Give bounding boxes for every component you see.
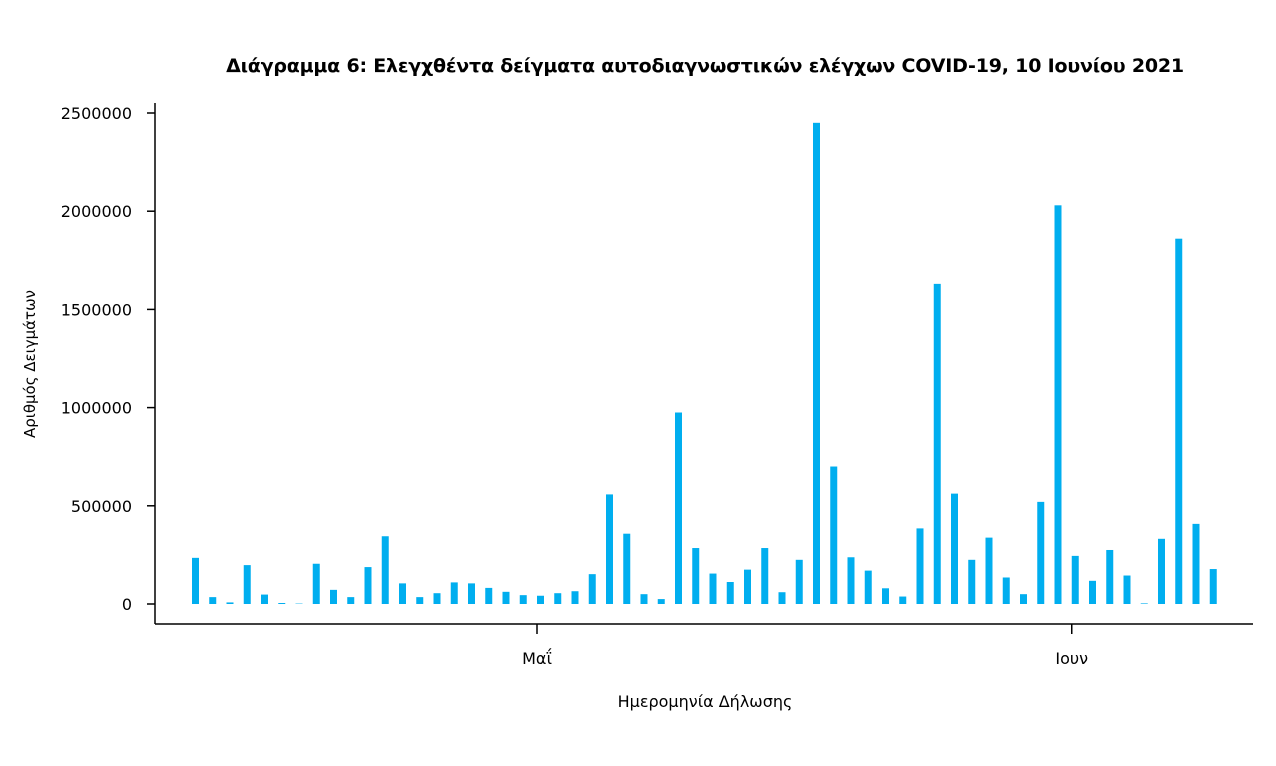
bar bbox=[554, 593, 562, 604]
bar bbox=[951, 493, 958, 604]
bar bbox=[485, 587, 493, 604]
bar bbox=[1002, 577, 1010, 604]
bar bbox=[519, 595, 527, 604]
x-ticks-group: Μαΐ Ιουν bbox=[522, 624, 1088, 668]
y-tick-label: 1500000 bbox=[61, 300, 132, 319]
bar bbox=[830, 466, 838, 604]
y-tick-label: 0 bbox=[122, 595, 132, 614]
bar bbox=[623, 533, 631, 604]
bar bbox=[571, 591, 579, 604]
bar bbox=[1175, 238, 1183, 604]
bar bbox=[1209, 569, 1217, 604]
bar bbox=[364, 567, 372, 604]
bar bbox=[381, 536, 389, 604]
bar bbox=[1020, 594, 1027, 604]
bar bbox=[416, 597, 424, 604]
bar bbox=[1192, 523, 1200, 604]
bar bbox=[1071, 555, 1079, 604]
bar bbox=[726, 582, 734, 604]
bar bbox=[709, 573, 717, 604]
bar bbox=[502, 591, 510, 604]
bar bbox=[778, 592, 786, 604]
bars-group bbox=[192, 122, 1217, 604]
bar bbox=[813, 122, 820, 604]
bar bbox=[761, 548, 769, 604]
y-tick-label: 2000000 bbox=[61, 202, 132, 221]
bar bbox=[261, 594, 268, 604]
bar bbox=[450, 582, 458, 604]
bar bbox=[657, 599, 665, 604]
y-tick-label: 2500000 bbox=[61, 104, 132, 123]
bar bbox=[1054, 205, 1062, 604]
bar bbox=[864, 570, 872, 604]
bar bbox=[899, 596, 907, 604]
bar bbox=[209, 597, 217, 604]
bar bbox=[1140, 603, 1148, 604]
bar bbox=[1158, 538, 1165, 604]
bar bbox=[347, 597, 355, 604]
bar bbox=[1037, 501, 1045, 604]
y-tick-label: 500000 bbox=[71, 497, 132, 516]
bar bbox=[692, 548, 700, 604]
bar bbox=[1106, 549, 1114, 604]
bar bbox=[537, 595, 544, 604]
chart-title: Διάγραμμα 6: Ελεγχθέντα δείγματα αυτοδια… bbox=[226, 55, 1184, 77]
bar bbox=[1089, 580, 1096, 604]
bar bbox=[312, 563, 320, 604]
x-tick-label: Ιουν bbox=[1055, 649, 1088, 668]
bar bbox=[243, 565, 251, 604]
bar bbox=[192, 557, 199, 604]
bar bbox=[933, 283, 941, 604]
y-ticks-group: 0 500000 1000000 1500000 2000000 2500000 bbox=[61, 104, 155, 614]
bar bbox=[882, 588, 889, 604]
bar bbox=[744, 569, 751, 604]
bar bbox=[675, 412, 682, 604]
bar bbox=[968, 559, 976, 604]
bar bbox=[468, 583, 475, 604]
bar bbox=[330, 589, 337, 604]
bar bbox=[1123, 575, 1131, 604]
bar bbox=[847, 557, 855, 604]
bar bbox=[916, 528, 924, 604]
bar bbox=[278, 603, 286, 604]
y-tick-label: 1000000 bbox=[61, 399, 132, 418]
bar bbox=[226, 602, 234, 604]
bar bbox=[606, 494, 613, 604]
bar bbox=[588, 574, 596, 604]
bar bbox=[433, 593, 441, 604]
bar bbox=[795, 559, 803, 604]
bar bbox=[640, 594, 648, 604]
bar bbox=[399, 583, 406, 604]
x-tick-label: Μαΐ bbox=[522, 648, 552, 668]
x-axis-label: Ημερομηνία Δήλωσης bbox=[617, 692, 793, 711]
bar bbox=[985, 537, 993, 604]
